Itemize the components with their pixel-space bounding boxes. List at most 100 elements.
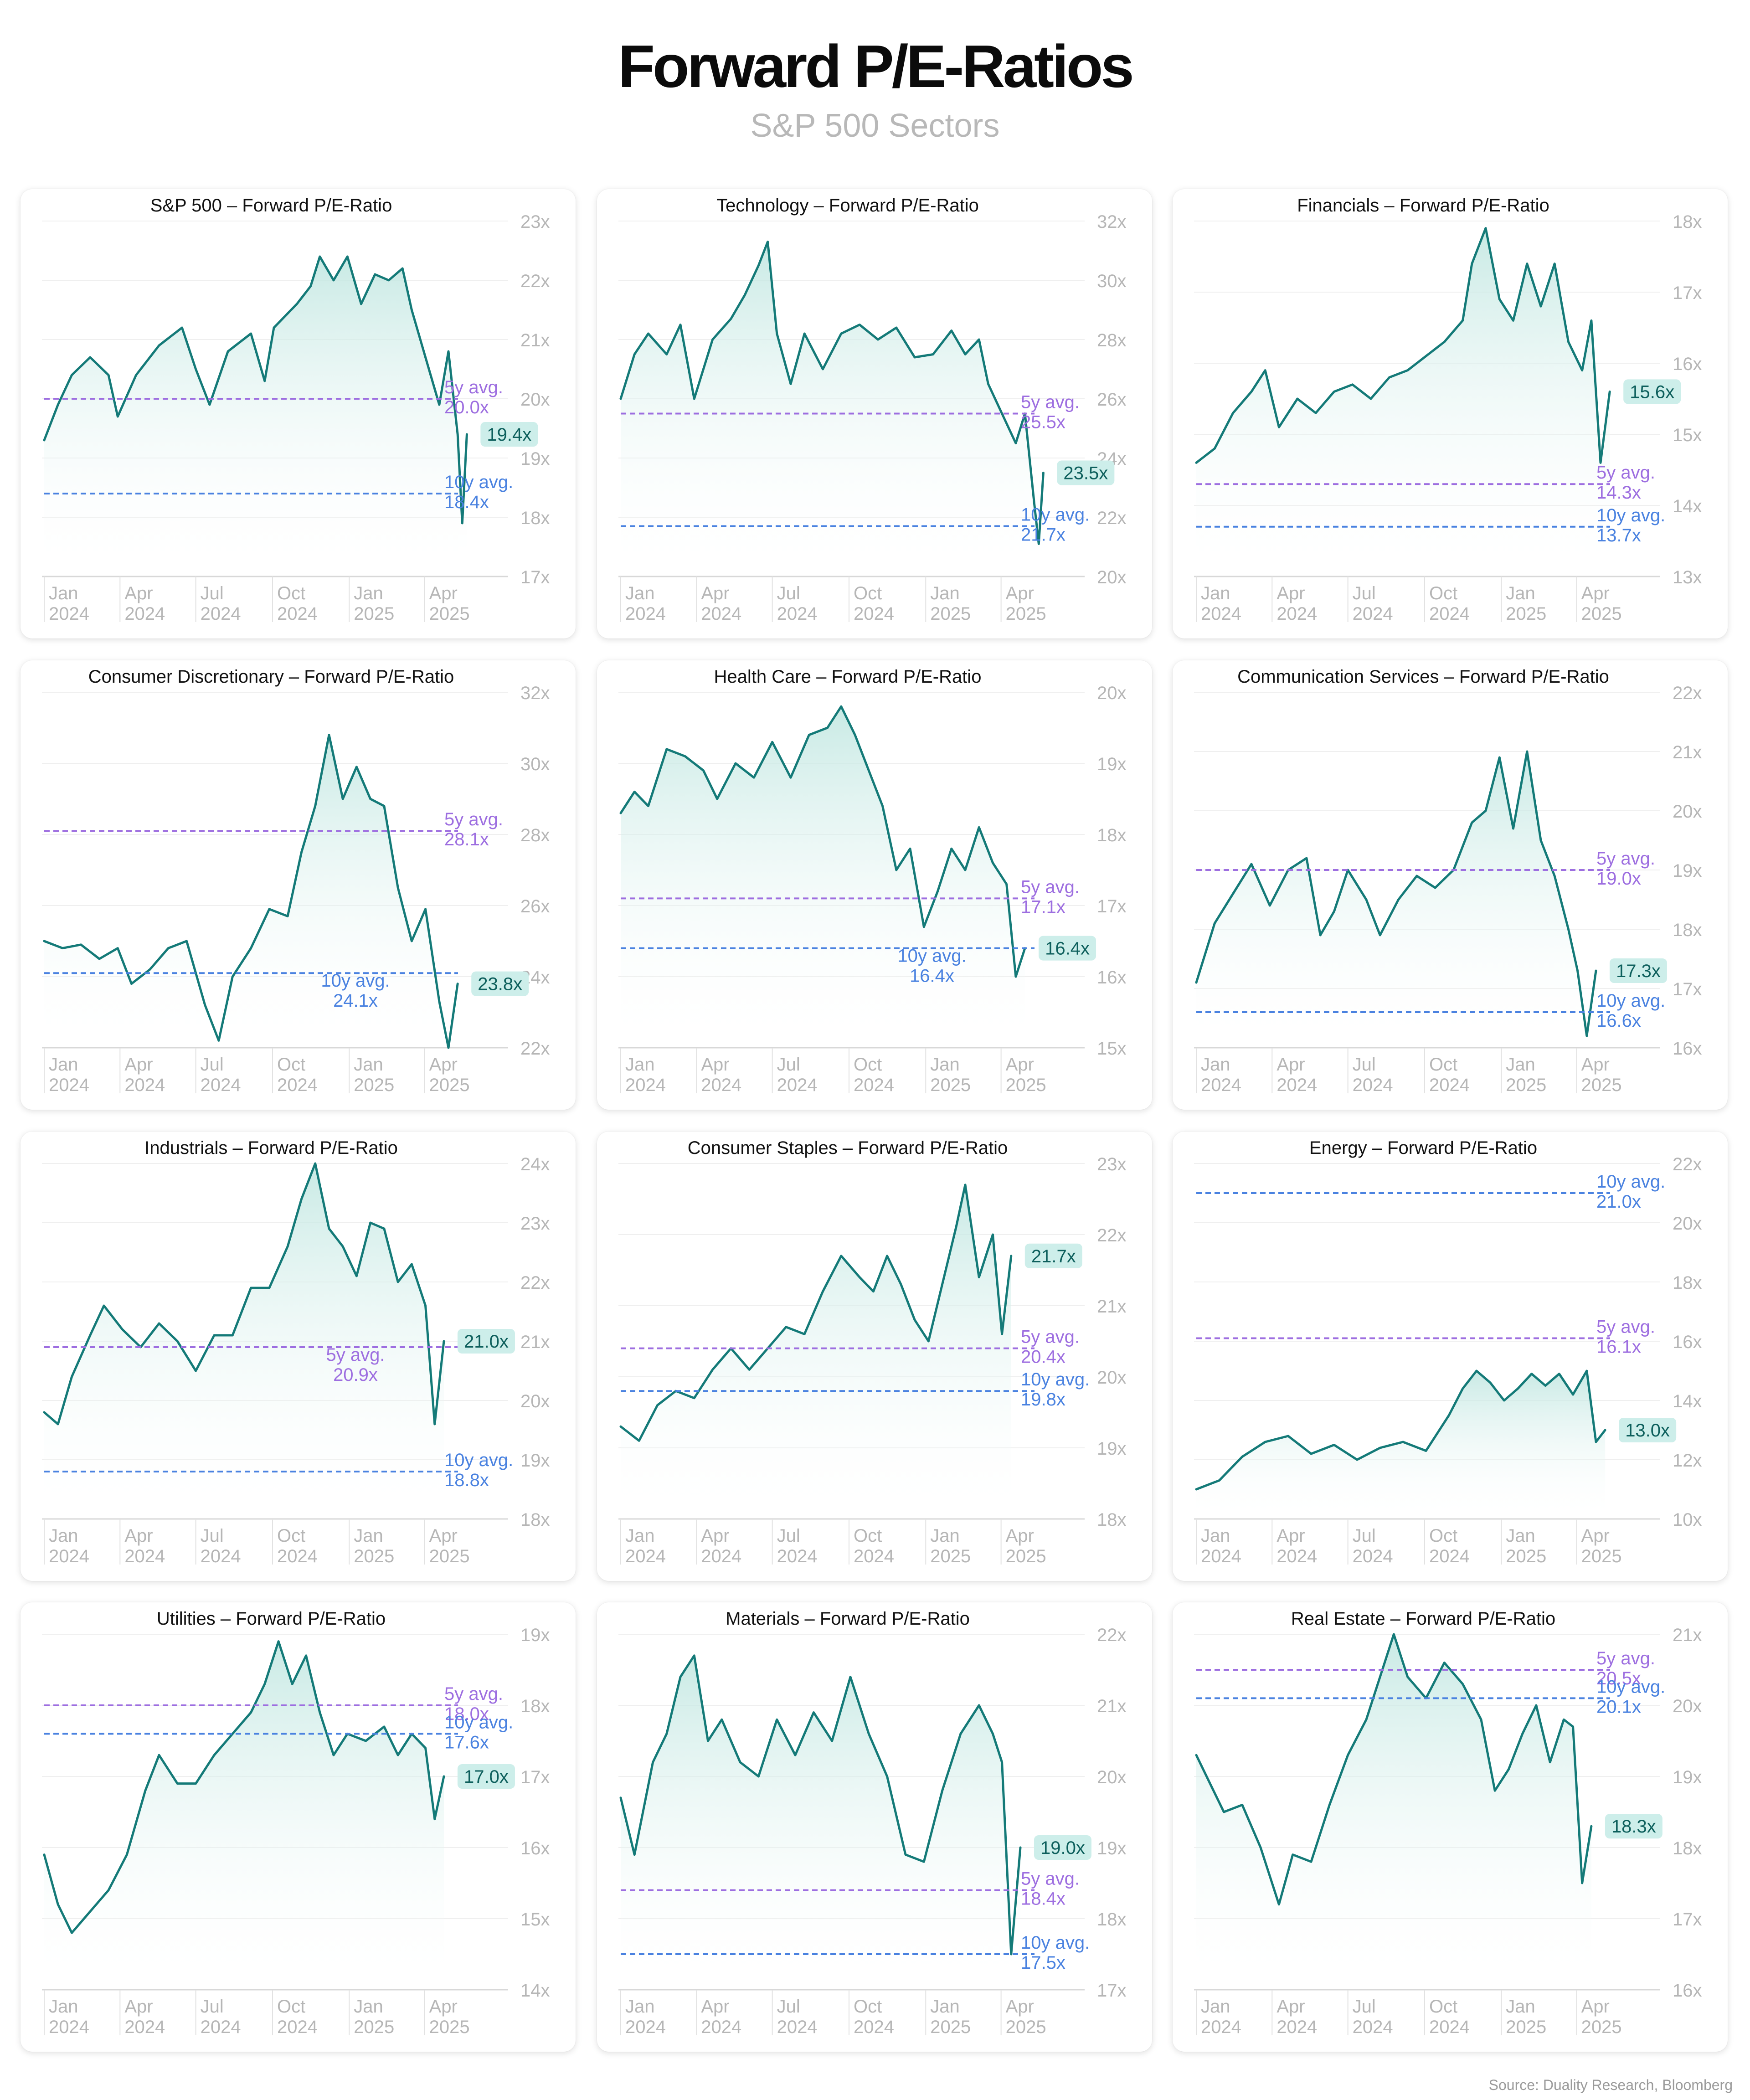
x-tick-year: 2024 [1429, 1546, 1470, 1566]
x-tick-year: 2024 [701, 2017, 741, 2037]
avg-label-title: 10y avg. [444, 472, 513, 492]
series-line [43, 255, 468, 525]
chart-title: Materials – Forward P/E-Ratio [726, 1609, 970, 1629]
chart-title: Consumer Discretionary – Forward P/E-Rat… [88, 667, 454, 687]
x-tick-year: 2024 [1201, 2017, 1241, 2037]
series-area [621, 706, 1025, 1048]
x-tick-year: 2024 [49, 1546, 89, 1566]
avg-label-value: 21.7x [1021, 525, 1065, 545]
x-tick-month: Apr [429, 1055, 458, 1075]
x-tick-year: 2024 [777, 604, 818, 624]
y-tick-label: 19x [1673, 1767, 1702, 1787]
avg-label-value: 20.9x [333, 1365, 378, 1385]
avg-label-value: 20.4x [1021, 1347, 1065, 1367]
avg-label-value: 20.5x [1596, 1668, 1641, 1688]
line-chart: 20x22x24x26x28x30x32xJan2024Apr2024Jul20… [618, 212, 1127, 624]
page-title: Forward P/E-Ratios [618, 33, 1134, 100]
x-tick-month: Oct [277, 583, 305, 603]
current-value-label: 21.0x [464, 1332, 509, 1352]
x-tick-year: 2025 [354, 2017, 394, 2037]
x-tick-month: Jan [49, 1997, 78, 2017]
y-tick-label: 23x [1097, 1154, 1127, 1174]
x-tick-month: Jan [625, 1526, 655, 1546]
x-tick-month: Jan [1506, 1526, 1535, 1546]
y-tick-label: 14x [520, 1981, 550, 2001]
x-tick-month: Apr [429, 1526, 458, 1546]
x-tick-year: 2024 [201, 604, 241, 624]
chart-title: Industrials – Forward P/E-Ratio [144, 1138, 398, 1158]
x-tick-month: Jul [201, 1526, 224, 1546]
x-tick-month: Apr [1006, 583, 1034, 603]
y-tick-label: 16x [1673, 1039, 1702, 1059]
line-chart: 15x16x17x18x19x20xJan2024Apr2024Jul2024O… [618, 683, 1127, 1095]
x-tick-year: 2025 [354, 1075, 394, 1095]
current-value-label: 23.8x [478, 974, 522, 994]
x-tick-year: 2025 [1506, 1546, 1546, 1566]
series-line [1195, 1369, 1606, 1491]
y-tick-label: 17x [1673, 283, 1702, 303]
x-tick-year: 2025 [930, 1546, 971, 1566]
avg-label-title: 10y avg. [1021, 505, 1090, 525]
x-tick-year: 2024 [1429, 1075, 1470, 1095]
x-tick-month: Jul [1353, 1055, 1376, 1075]
series-area [1196, 1371, 1606, 1519]
chart-title: Communication Services – Forward P/E-Rat… [1237, 667, 1609, 687]
avg-label-title: 5y avg. [1021, 1869, 1080, 1889]
x-tick-year: 2024 [124, 2017, 165, 2037]
y-tick-label: 18x [520, 508, 550, 528]
x-tick-month: Apr [1006, 1055, 1034, 1075]
x-tick-month: Apr [1581, 1055, 1610, 1075]
y-tick-label: 16x [1097, 968, 1127, 988]
x-tick-year: 2024 [277, 604, 318, 624]
avg-label-title: 5y avg. [326, 1345, 385, 1365]
x-tick-month: Oct [1429, 1526, 1457, 1546]
x-tick-year: 2025 [1006, 1546, 1046, 1566]
x-tick-year: 2024 [277, 2017, 318, 2037]
y-tick-label: 26x [520, 896, 550, 916]
chart-panel: Health Care – Forward P/E-Ratio 15x 16x 17x… [597, 660, 1152, 1110]
chart-panel: Financials – Forward P/E-Ratio 13x 14x 15x 1… [1173, 189, 1728, 638]
x-tick-month: Apr [429, 1997, 458, 2017]
series-line [619, 241, 1045, 545]
x-tick-year: 2024 [777, 2017, 818, 2037]
current-value-badge [471, 971, 529, 996]
x-tick-year: 2024 [1201, 604, 1241, 624]
x-tick-year: 2024 [701, 1546, 741, 1566]
x-tick-month: Apr [701, 1526, 729, 1546]
x-tick-month: Jul [201, 1997, 224, 2017]
x-tick-month: Oct [277, 1997, 305, 2017]
x-tick-month: Apr [1006, 1997, 1034, 2017]
y-tick-label: 22x [520, 271, 550, 291]
y-tick-label: 17x [520, 567, 550, 587]
x-tick-year: 2024 [1429, 604, 1470, 624]
y-tick-label: 19x [520, 449, 550, 469]
x-tick-month: Jan [930, 583, 960, 603]
x-tick-year: 2025 [1006, 1075, 1046, 1095]
x-tick-month: Jan [354, 1055, 383, 1075]
y-tick-label: 17x [1097, 896, 1127, 916]
y-tick-label: 20x [1097, 1767, 1127, 1787]
x-tick-year: 2024 [201, 2017, 241, 2037]
x-tick-month: Oct [1429, 1997, 1457, 2017]
avg-label-value: 18.8x [444, 1470, 489, 1490]
y-tick-label: 21x [520, 1332, 550, 1352]
y-tick-label: 21x [1673, 742, 1702, 762]
x-tick-month: Jan [354, 1526, 383, 1546]
current-value-label: 15.6x [1630, 382, 1674, 402]
x-tick-year: 2024 [1276, 1075, 1317, 1095]
x-tick-year: 2025 [1506, 2017, 1546, 2037]
current-value-label: 21.7x [1031, 1246, 1076, 1266]
avg-label-title: 5y avg. [444, 377, 503, 397]
avg-label-title: 10y avg. [444, 1712, 513, 1732]
y-tick-label: 22x [1673, 1154, 1702, 1174]
y-tick-label: 17x [1097, 1981, 1127, 2001]
x-tick-year: 2024 [201, 1075, 241, 1095]
x-tick-year: 2024 [625, 604, 666, 624]
y-tick-label: 20x [1673, 802, 1702, 822]
y-tick-label: 32x [1097, 212, 1127, 232]
series-area [44, 257, 467, 576]
x-tick-month: Oct [854, 1055, 882, 1075]
line-chart: 14x15x16x17x18x19xJan2024Apr2024Jul2024O… [42, 1625, 550, 2037]
x-tick-year: 2024 [1353, 1546, 1393, 1566]
avg-label-title: 5y avg. [1596, 463, 1655, 483]
